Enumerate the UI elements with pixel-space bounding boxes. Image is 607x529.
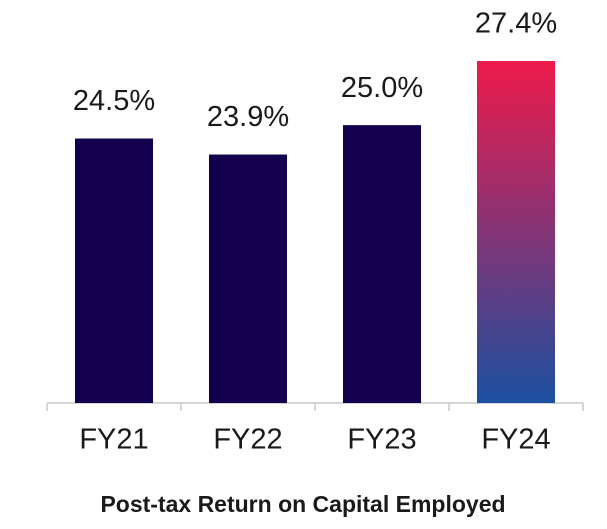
value-label: 24.5%	[73, 85, 155, 117]
x-tick-label: FY23	[347, 424, 416, 456]
x-tick-label: FY22	[213, 424, 282, 456]
chart-title: Post-tax Return on Capital Employed	[100, 491, 505, 517]
value-label: 27.4%	[475, 8, 557, 40]
bar	[209, 154, 287, 403]
bar	[477, 61, 555, 404]
x-tick-label: FY21	[79, 424, 148, 456]
bar	[75, 138, 153, 404]
x-tick-label: FY24	[481, 424, 550, 456]
value-label: 25.0%	[341, 72, 423, 104]
bar	[343, 125, 421, 403]
value-label: 23.9%	[207, 101, 289, 133]
